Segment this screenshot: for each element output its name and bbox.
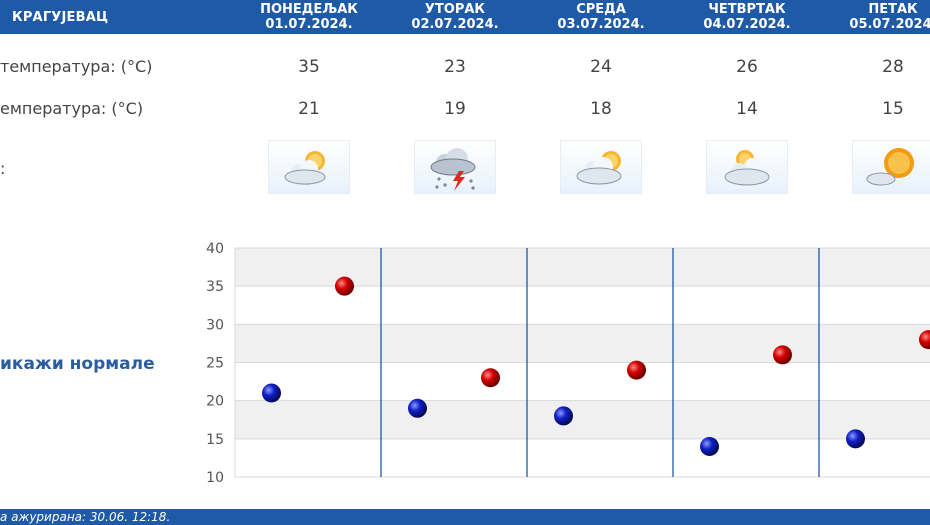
day-date: 03.07.2024.	[557, 17, 645, 32]
max-temp-point	[481, 368, 500, 388]
max-temp-value: 23	[444, 57, 466, 77]
max-temp-value: 28	[882, 57, 904, 77]
show-normals-link[interactable]: икажи нормале	[0, 354, 155, 374]
min-temp-value: 19	[444, 99, 466, 119]
partly-cloudy-icon	[706, 140, 788, 194]
y-tick-label: 15	[206, 432, 224, 448]
day-header-friday: ПЕТАК 05.07.2024.	[820, 2, 930, 32]
max-temp-value: 24	[590, 57, 612, 77]
partly-cloudy-icon	[268, 140, 350, 194]
day-date: 02.07.2024.	[411, 17, 499, 32]
min-temp-point	[262, 383, 281, 403]
day-header-thursday: ЧЕТВРТАК 04.07.2024.	[674, 2, 820, 32]
temperature-chart: 10 15 20 25 30 35 40	[206, 241, 930, 484]
min-temp-value: 18	[590, 99, 612, 119]
day-date: 04.07.2024.	[703, 17, 791, 32]
min-temp-label: емпература: (°C)	[0, 99, 144, 118]
min-temp-point	[408, 398, 427, 418]
day-name: ПЕТАК	[868, 2, 918, 17]
max-temp-point	[919, 330, 930, 350]
max-temp-point	[773, 345, 792, 365]
y-tick-label: 40	[206, 241, 224, 257]
y-tick-label: 20	[206, 394, 224, 410]
last-updated: а ажурирана: 30.06. 12:18.	[0, 510, 171, 524]
day-date: 05.07.2024.	[849, 17, 930, 32]
day-name: ЧЕТВРТАК	[708, 2, 786, 17]
min-temp-point	[554, 406, 573, 426]
chart-band	[235, 438, 930, 477]
min-temp-value: 21	[298, 99, 320, 119]
chart-band	[235, 324, 930, 363]
chart-band	[235, 362, 930, 401]
y-tick-label: 10	[206, 470, 224, 484]
footer-bar: а ажурирана: 30.06. 12:18.	[0, 509, 930, 525]
day-header-wednesday: СРЕДА 03.07.2024.	[528, 2, 674, 32]
weather-label: :	[0, 159, 6, 178]
min-temp-point	[846, 429, 865, 449]
max-temp-value: 26	[736, 57, 758, 77]
y-tick-label: 30	[206, 317, 224, 333]
day-header-tuesday: УТОРАК 02.07.2024.	[382, 2, 528, 32]
forecast-header: КРАГУЈЕВАЦ ПОНЕДЕЉАК 01.07.2024. УТОРАК …	[0, 0, 930, 34]
day-name: УТОРАК	[424, 2, 486, 17]
y-tick-label: 25	[206, 356, 224, 372]
mostly-sunny-icon	[852, 140, 930, 194]
day-name: СРЕДА	[576, 2, 626, 17]
min-temp-value: 15	[882, 99, 904, 119]
max-temp-point	[335, 276, 354, 296]
max-temp-value: 35	[298, 57, 320, 77]
min-temp-value: 14	[736, 99, 758, 119]
city-name: КРАГУЈЕВАЦ	[12, 10, 109, 25]
max-temp-point	[627, 360, 646, 380]
chart-band	[235, 400, 930, 439]
y-tick-label: 35	[206, 279, 224, 295]
partly-cloudy-icon	[560, 140, 642, 194]
day-name: ПОНЕДЕЉАК	[260, 2, 358, 17]
day-date: 01.07.2024.	[265, 17, 353, 32]
min-temp-point	[700, 436, 719, 456]
max-temp-label: температура: (°C)	[0, 57, 153, 76]
thunderstorm-icon	[414, 140, 496, 194]
day-header-monday: ПОНЕДЕЉАК 01.07.2024.	[236, 2, 382, 32]
